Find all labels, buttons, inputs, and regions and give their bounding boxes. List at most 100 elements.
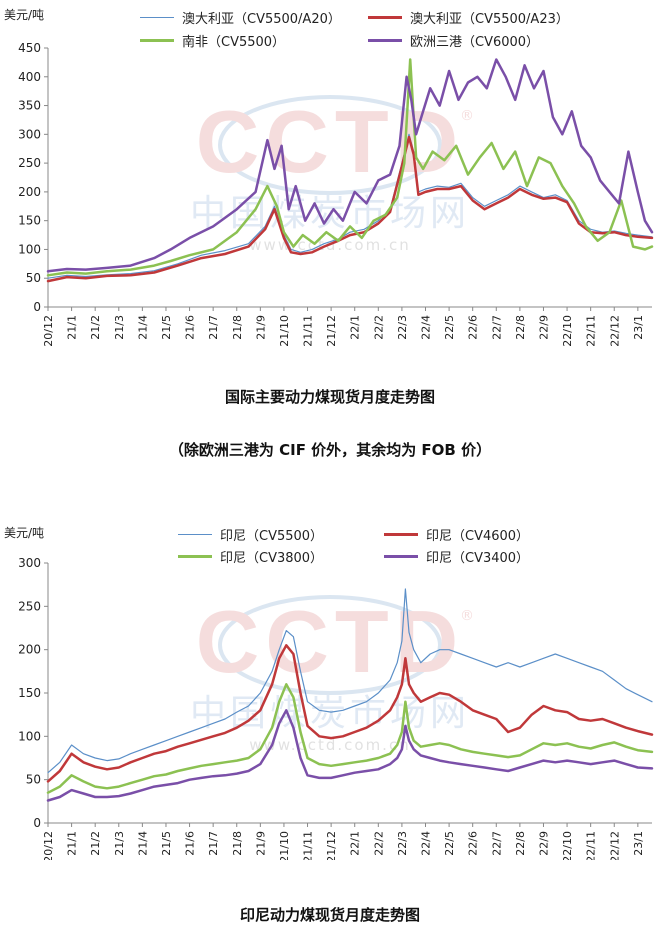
x-tick-label: 22/1 xyxy=(349,315,362,340)
legend-entry-cv5500: 印尼（CV5500） xyxy=(178,525,323,544)
x-tick-label: 23/1 xyxy=(632,831,645,856)
x-tick-label: 22/9 xyxy=(537,831,550,856)
x-tick-label: 21/8 xyxy=(231,315,244,340)
x-tick-label: 20/12 xyxy=(42,831,55,860)
x-tick-label: 22/6 xyxy=(467,831,480,856)
x-tick-label: 21/11 xyxy=(302,831,315,860)
chart-plot: CCTD®中国煤炭市场网www.cctd.com.cn0501001502002… xyxy=(18,41,654,347)
legend-entry-australia-a20: 澳大利亚（CV5500/A20） xyxy=(140,8,341,27)
y-tick-label: 50 xyxy=(26,773,41,787)
legend-swatch xyxy=(140,39,174,42)
x-tick-label: 22/12 xyxy=(608,315,621,347)
legend-entry-australia-a23: 澳大利亚（CV5500/A23） xyxy=(368,8,569,27)
x-tick-label: 22/7 xyxy=(490,315,503,340)
y-axis-unit: 美元/吨 xyxy=(4,8,45,22)
x-tick-label: 22/7 xyxy=(490,831,503,856)
x-tick-label: 21/12 xyxy=(325,831,338,860)
x-tick-label: 22/12 xyxy=(608,831,621,860)
y-tick-label: 100 xyxy=(18,242,41,256)
x-tick-label: 22/11 xyxy=(585,315,598,347)
x-tick-label: 21/7 xyxy=(207,831,220,856)
x-tick-label: 21/6 xyxy=(184,831,197,856)
legend-swatch xyxy=(368,16,402,19)
x-tick-label: 22/11 xyxy=(585,831,598,860)
x-tick-label: 21/10 xyxy=(278,831,291,860)
series-line-0 xyxy=(47,588,653,774)
x-tick-label: 21/1 xyxy=(66,831,79,856)
series-line-3 xyxy=(46,58,654,273)
x-tick-label: 22/2 xyxy=(372,315,385,340)
x-tick-label: 22/9 xyxy=(537,315,550,340)
chart-caption: 国际主要动力煤现货月度走势图 xyxy=(224,388,435,406)
series-line-2 xyxy=(46,683,654,794)
legend-entry-cv3400: 印尼（CV3400） xyxy=(384,547,529,566)
legend-entry-cv4600: 印尼（CV4600） xyxy=(384,525,529,544)
legend-swatch xyxy=(140,17,174,18)
legend-swatch xyxy=(178,534,212,535)
watermark-ring xyxy=(218,595,442,695)
x-tick-label: 21/2 xyxy=(89,315,102,340)
x-tick-label: 22/8 xyxy=(514,831,527,856)
watermark-ring xyxy=(218,95,442,195)
series-line-2 xyxy=(46,58,654,277)
legend-swatch xyxy=(368,39,402,42)
x-tick-label: 22/5 xyxy=(443,315,456,340)
x-tick-label: 21/9 xyxy=(254,315,267,340)
legend-label: 印尼（CV4600） xyxy=(426,529,530,544)
legend-label: 南非（CV5500） xyxy=(182,35,286,50)
legend-entry-ara-ports: 欧洲三港（CV6000） xyxy=(368,31,539,50)
x-tick-label: 22/10 xyxy=(561,831,574,860)
legend-swatch xyxy=(178,555,212,558)
x-tick-label: 23/1 xyxy=(632,315,645,340)
legend-label: 印尼（CV5500） xyxy=(220,529,324,544)
x-tick-label: 22/4 xyxy=(420,315,433,340)
legend-label: 欧洲三港（CV6000） xyxy=(410,35,540,50)
series-line-1 xyxy=(46,644,654,783)
chart-international-coal: 美元/吨 澳大利亚（CV5500/A20） 澳大利亚（CV5500/A23） 南… xyxy=(0,0,660,350)
y-tick-label: 250 xyxy=(18,599,41,613)
y-tick-label: 150 xyxy=(18,214,41,228)
watermark-brand: CCTD xyxy=(196,592,464,691)
x-tick-label: 21/7 xyxy=(207,315,220,340)
x-tick-label: 21/6 xyxy=(184,315,197,340)
y-axis-unit: 美元/吨 xyxy=(4,526,45,540)
legend-swatch xyxy=(384,555,418,558)
x-tick-label: 21/11 xyxy=(302,315,315,347)
watermark-registered: ® xyxy=(460,608,474,624)
x-tick-label: 22/3 xyxy=(396,831,409,856)
x-tick-label: 21/4 xyxy=(136,831,149,856)
x-tick-label: 21/3 xyxy=(113,831,126,856)
y-tick-label: 50 xyxy=(26,271,41,285)
x-tick-label: 21/9 xyxy=(254,831,267,856)
x-tick-label: 20/12 xyxy=(42,315,55,347)
y-tick-label: 100 xyxy=(18,729,41,743)
x-tick-label: 21/5 xyxy=(160,831,173,856)
x-tick-label: 21/1 xyxy=(66,315,79,340)
x-tick-label: 22/2 xyxy=(372,831,385,856)
x-tick-label: 22/10 xyxy=(561,315,574,347)
watermark-registered: ® xyxy=(460,108,474,124)
chart-subcaption: （除欧洲三港为 CIF 价外，其余均为 FOB 价） xyxy=(168,441,492,459)
legend-entry-cv3800: 印尼（CV3800） xyxy=(178,547,323,566)
x-tick-label: 21/3 xyxy=(113,315,126,340)
watermark-cn: 中国煤炭市场网 xyxy=(190,193,470,234)
y-tick-label: 200 xyxy=(18,643,41,657)
x-tick-label: 22/1 xyxy=(349,831,362,856)
x-tick-label: 22/3 xyxy=(396,315,409,340)
series-line-3 xyxy=(46,709,654,802)
chart-caption: 印尼动力煤现货月度走势图 xyxy=(239,906,420,924)
x-tick-label: 21/2 xyxy=(89,831,102,856)
legend-label: 澳大利亚（CV5500/A23） xyxy=(410,12,569,27)
watermark-url: www.cctd.com.cn xyxy=(249,736,410,754)
y-tick-label: 450 xyxy=(18,41,41,55)
legend-label: 印尼（CV3400） xyxy=(426,551,530,566)
y-tick-label: 350 xyxy=(18,99,41,113)
chart-indonesia-coal: 美元/吨 印尼（CV5500） 印尼（CV4600） 印尼（CV3800） 印尼… xyxy=(0,520,660,860)
y-tick-label: 150 xyxy=(18,686,41,700)
legend-swatch xyxy=(384,533,418,536)
x-tick-label: 21/8 xyxy=(231,831,244,856)
y-tick-label: 0 xyxy=(33,816,41,830)
legend-label: 印尼（CV3800） xyxy=(220,551,324,566)
